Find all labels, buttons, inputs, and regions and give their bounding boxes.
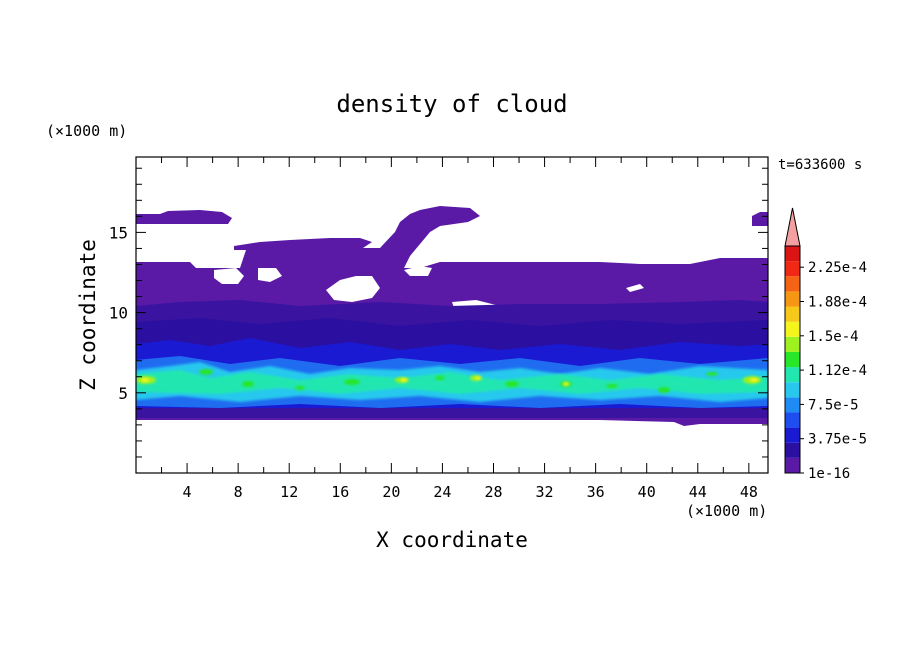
x-tick-label: 8 (234, 483, 243, 501)
colorbar-frame (784, 245, 801, 474)
y-tick-label: 15 (109, 223, 128, 242)
y-axis-label: Z coordinate (76, 239, 100, 391)
colorbar-label: 1.88e-4 (808, 295, 867, 311)
colorbar-band (785, 261, 800, 277)
cloud-cap-mid (234, 238, 372, 250)
colorbar-band (785, 321, 800, 337)
y-tick-label: 10 (109, 304, 128, 323)
colorbar-band (785, 291, 800, 307)
y-ticks: 5 10 15 (109, 167, 768, 458)
colorbar-label: 7.5e-5 (808, 397, 859, 413)
plot-area (136, 206, 768, 426)
x-tick-label: 40 (638, 483, 656, 501)
x-axis-label: X coordinate (376, 528, 528, 552)
colorbar-band (785, 306, 800, 322)
y-tick-label: 5 (118, 384, 128, 403)
x-tick-label: 48 (740, 483, 758, 501)
colorbar-band (785, 412, 800, 428)
x-unit-label: (×1000 m) (686, 502, 767, 520)
x-tick-label: 32 (536, 483, 554, 501)
colorbar-extend-triangle (784, 207, 801, 247)
colorbar-label: 1.5e-4 (808, 329, 859, 345)
clear-gap-3 (326, 276, 380, 302)
plot-frame (135, 156, 769, 474)
colorbar-band (785, 442, 800, 458)
colorbar-band (785, 276, 800, 292)
colorbar-band (785, 457, 800, 473)
colorbar: 1e-16 3.75e-5 7.5e-5 1.12e-4 1.5e-4 1.88e-4 2.… (784, 207, 867, 482)
cloud-cap-right (752, 212, 768, 226)
clear-gap-4 (404, 266, 432, 276)
colorbar-band (785, 367, 800, 383)
colorbar-band (785, 382, 800, 398)
colorbar-label: 2.25e-4 (808, 260, 867, 276)
colorbar-label: 1.12e-4 (808, 363, 867, 379)
colorbar-band (785, 397, 800, 413)
colorbar-band (785, 246, 800, 262)
x-tick-label: 24 (433, 483, 451, 501)
x-tick-label: 16 (331, 483, 349, 501)
x-tick-label: 36 (587, 483, 605, 501)
time-label: t=633600 s (778, 157, 862, 173)
colorbar-band (785, 351, 800, 368)
x-tick-label: 4 (183, 483, 192, 501)
cloud-layer-low-bright (136, 370, 768, 394)
x-tick-label: 28 (484, 483, 502, 501)
x-tick-label: 12 (280, 483, 298, 501)
x-tick-label: 20 (382, 483, 400, 501)
colorbar-label: 3.75e-5 (808, 432, 867, 448)
colorbar-band (785, 427, 800, 443)
clear-gap-2 (258, 268, 282, 282)
cloud-maxima (136, 369, 761, 393)
clear-gap-8 (626, 284, 644, 292)
colorbar-band (785, 336, 800, 352)
x-ticks: 4 8 12 16 20 24 28 32 36 40 44 48 (161, 157, 758, 501)
cloud-base-rim (136, 408, 768, 418)
clear-gap-1 (214, 268, 244, 284)
chart-title: density of cloud (336, 90, 567, 118)
cloud-cap-left (136, 210, 232, 224)
colorbar-label: 1e-16 (808, 466, 850, 482)
x-tick-label: 44 (689, 483, 707, 501)
y-unit-label: (×1000 m) (46, 122, 127, 140)
